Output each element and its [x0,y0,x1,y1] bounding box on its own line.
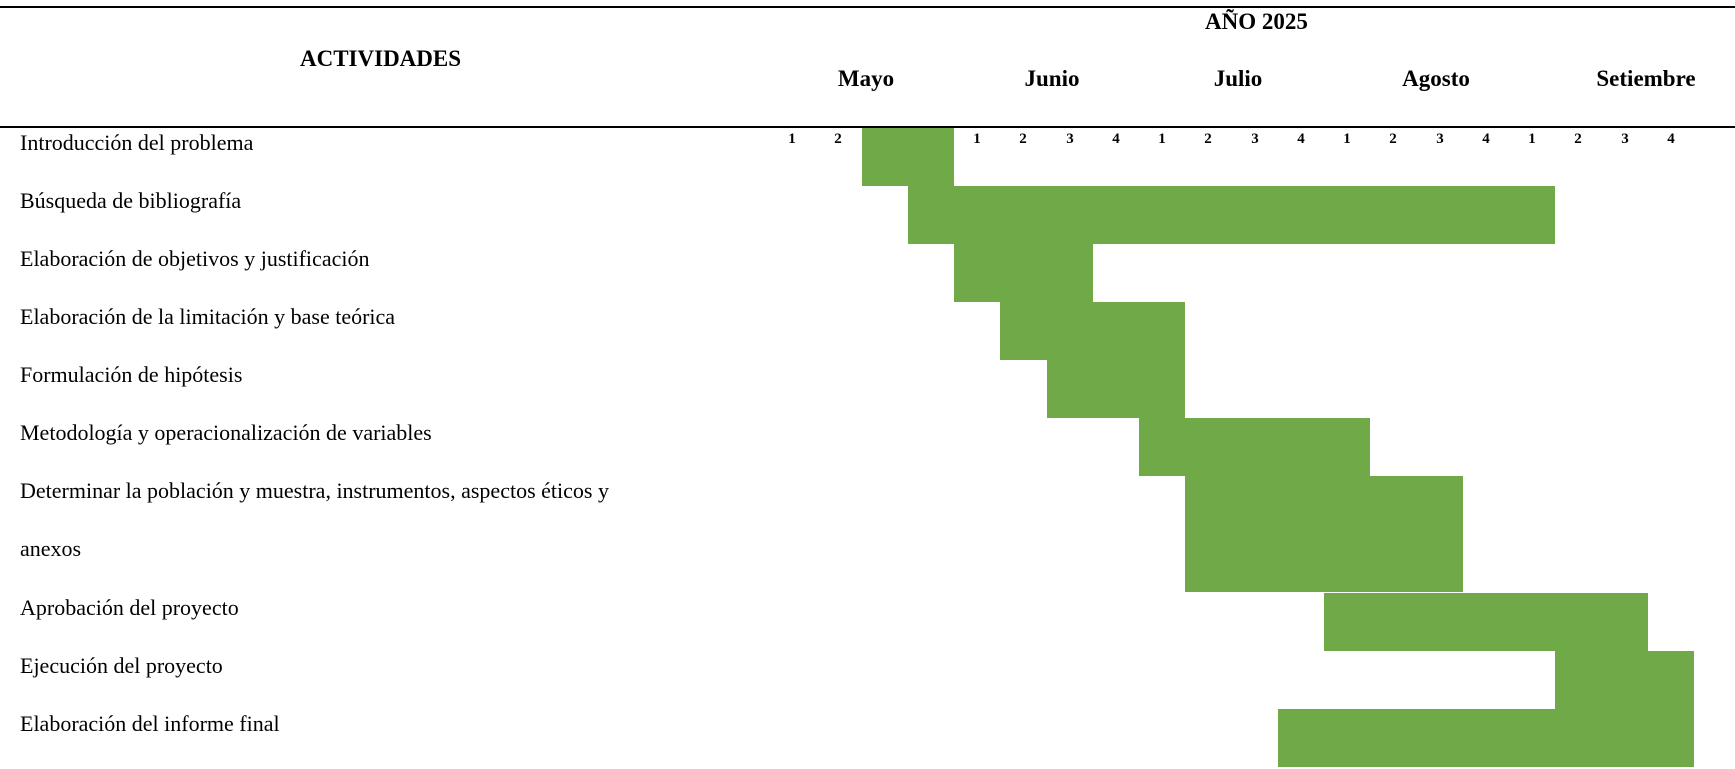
activity-label: Metodología y operacionalización de vari… [20,420,432,445]
activity-label: Aprobación del proyecto [20,595,239,620]
top-rule [0,6,1735,8]
month-label: Julio [1213,66,1263,91]
activities-header: ACTIVIDADES [300,46,462,71]
week-number: 2 [1204,131,1212,147]
week-number: 3 [1251,131,1259,147]
week-number: 4 [1667,131,1675,147]
week-number: 3 [1066,131,1074,147]
header-rule [0,126,1735,128]
activity-label: Búsqueda de bibliografía [20,188,242,213]
gantt-bar [1323,593,1649,651]
gantt-bar [953,244,1094,302]
week-number: 1 [973,131,981,147]
gantt-bar [1184,476,1464,592]
activity-label: Elaboración de la limitación y base teór… [20,304,396,329]
week-number: 2 [1389,131,1397,147]
week-number: 1 [1158,131,1166,147]
week-number: 4 [1482,131,1490,147]
week-number: 2 [834,131,842,147]
week-number: 1 [1528,131,1536,147]
year-header: AÑO 2025 [1205,9,1308,34]
activity-label: Formulación de hipótesis [20,362,243,387]
week-number: 1 [788,131,796,147]
activity-label: anexos [20,536,82,561]
month-label: Agosto [1402,66,1470,91]
gantt-bar [1554,651,1695,709]
week-number: 2 [1574,131,1582,147]
week-number: 1 [1343,131,1351,147]
week-number: 4 [1297,131,1305,147]
gantt-bar [1277,709,1695,767]
week-number: 3 [1621,131,1629,147]
activity-label: Determinar la población y muestra, instr… [20,478,609,503]
month-label: Mayo [837,66,895,91]
gantt-bar [999,302,1186,360]
gantt-bar [1046,360,1186,418]
gantt-bar [907,186,1556,244]
activity-label: Elaboración de objetivos y justificación [20,246,370,271]
activity-label: Introducción del problema [20,130,254,155]
week-number: 3 [1436,131,1444,147]
gantt-bar [861,128,955,186]
activity-label: Ejecución del proyecto [20,653,223,678]
week-number: 4 [1112,131,1120,147]
activity-label: Elaboración del informe final [20,711,280,736]
month-label: Setiembre [1596,66,1696,91]
month-label: Junio [1024,66,1080,91]
week-number: 2 [1019,131,1027,147]
gantt-bar [1138,418,1371,476]
